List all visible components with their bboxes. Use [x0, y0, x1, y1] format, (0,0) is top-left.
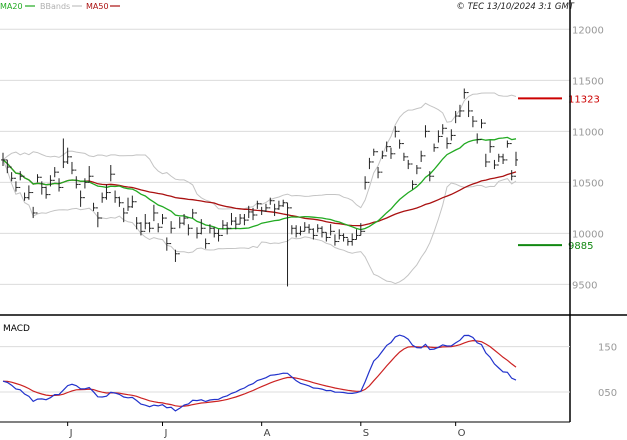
price-y-ticks: 12000 11500 11000 10500 10000 9500 [572, 25, 604, 291]
macd-y-ticks: 150 050 [598, 343, 617, 399]
macd-label: MACD [3, 324, 30, 334]
legend: MA20 BBands MA50 [0, 2, 120, 11]
macd-grid [0, 346, 570, 393]
x-tick-label: J [164, 428, 168, 439]
signal-line [2, 339, 517, 407]
price-y-tick-label: 12000 [572, 25, 604, 36]
price-y-tick-label: 10500 [572, 178, 604, 189]
price-y-tick-label: 10000 [572, 229, 604, 240]
price-panel [0, 14, 570, 315]
legend-ma50-label: MA50 [86, 2, 109, 11]
x-tick-label: S [363, 428, 369, 439]
macd-y-tick-label: 050 [598, 388, 617, 399]
ohlc-bars [1, 88, 518, 287]
bband-upper-line [2, 92, 517, 210]
x-tick-label: O [458, 428, 466, 439]
price-y-tick-label: 11500 [572, 76, 604, 87]
price-y-tick-label: 9500 [572, 280, 597, 291]
bband-lower-line [2, 159, 517, 285]
macd-y-tick-label: 150 [598, 343, 617, 354]
price-levels: 11323 9885 [518, 94, 600, 252]
price-y-tick-label: 11000 [572, 127, 604, 138]
legend-ma20-label: MA20 [0, 2, 23, 11]
ma50-line [2, 159, 517, 227]
macd-lines [2, 334, 517, 412]
x-tick-label: J [69, 428, 73, 439]
copyright-text: © TEC 13/10/2024 3:1 GMT [456, 2, 574, 12]
legend-bbands-label: BBands [40, 2, 70, 11]
price-level-label: 11323 [568, 94, 600, 105]
price-level-label: 9885 [568, 241, 593, 252]
macd-line [2, 334, 517, 412]
x-tick-label: A [264, 428, 271, 439]
bbands-series [2, 92, 517, 285]
